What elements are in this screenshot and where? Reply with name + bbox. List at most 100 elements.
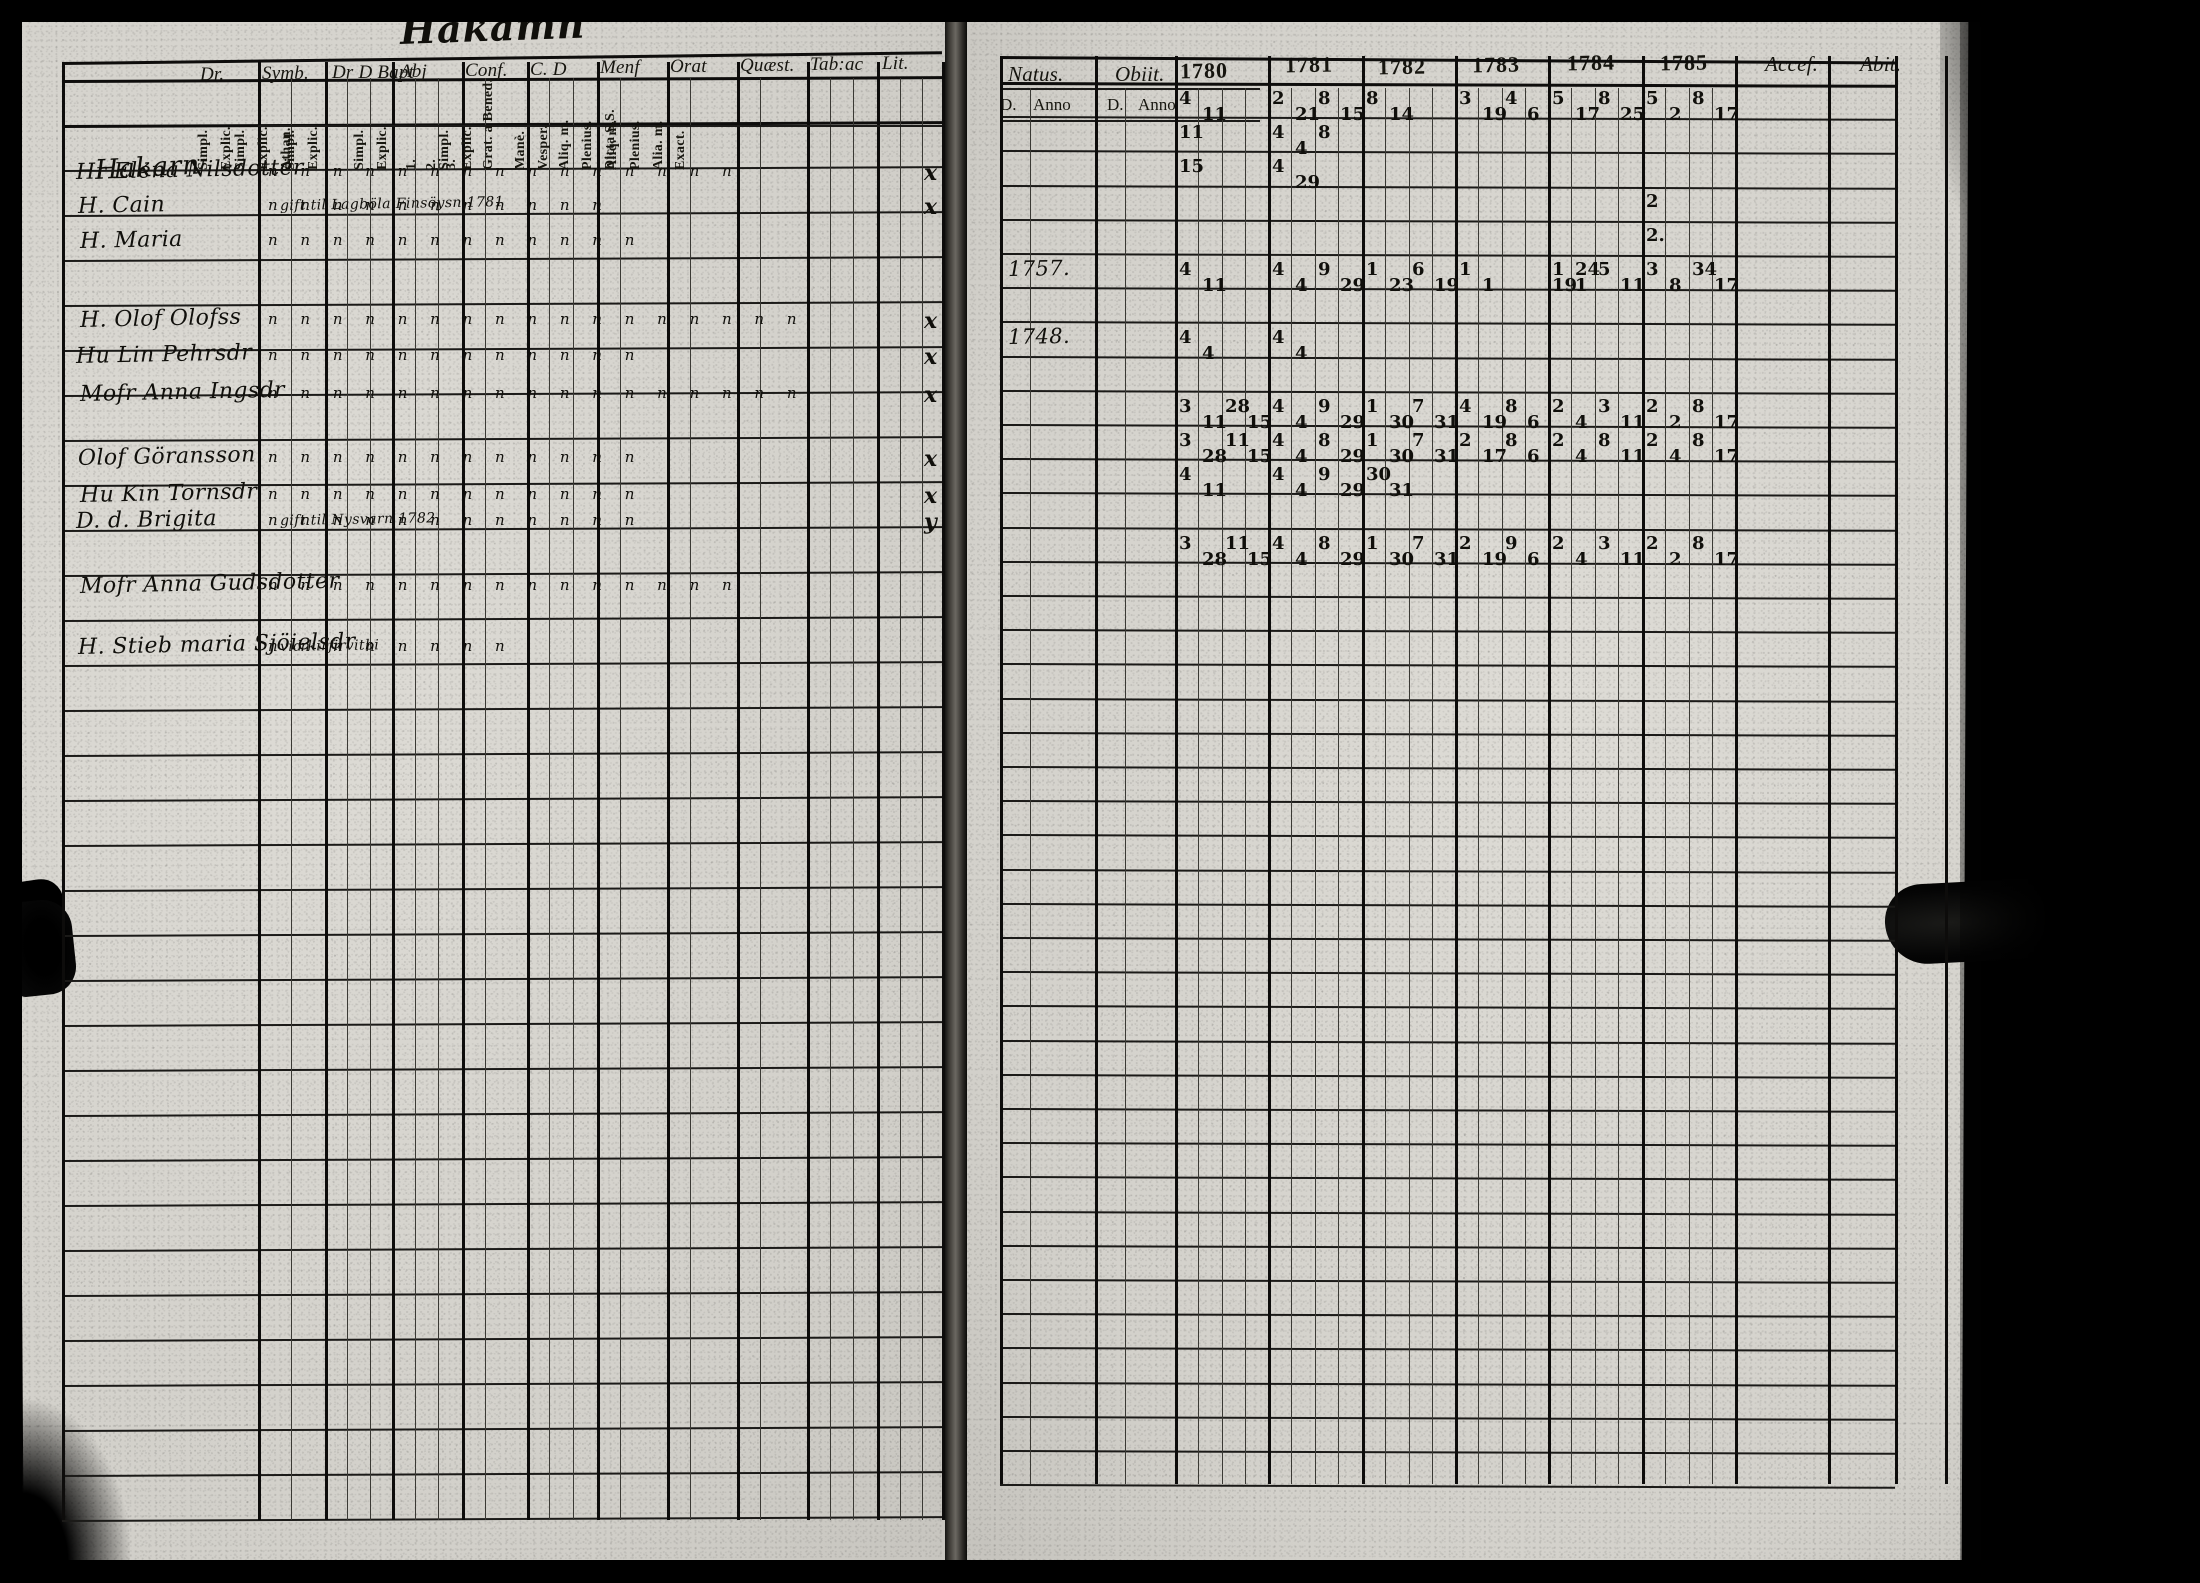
left-table-vrule: [667, 62, 670, 1520]
right-table-vrule: [1455, 56, 1458, 1485]
right-subheader-rule: [1000, 88, 1260, 90]
right-table-sub-vrule: [1222, 88, 1223, 1485]
cell-num-r2-1781-1: 4: [1295, 138, 1308, 160]
cell-num-r10-1783-0: 4: [1459, 395, 1472, 417]
cell-num-r10-1781-2: 9: [1318, 395, 1331, 417]
right-table-vrule: [1362, 56, 1365, 1485]
cell-num-r14-1781-2: 8: [1318, 532, 1331, 554]
cell-num-r1-1781-2: 8: [1318, 88, 1331, 109]
right-table-vrule: [1735, 56, 1738, 1485]
cell-num-r12-1781-2: 9: [1318, 464, 1331, 486]
right-table-vrule: [1095, 56, 1098, 1485]
anno-entry-0: 1757.: [1007, 255, 1071, 281]
cell-num-r6-1782-2: 6: [1412, 259, 1425, 280]
right-table-vrule-accef: [1895, 56, 1898, 1485]
cell-num-r6-1784-4: 19: [1552, 275, 1578, 296]
right-table-vrule: [1000, 56, 1003, 1485]
cell-num-r1-1780-0: 4: [1179, 88, 1192, 109]
cell-num-r11-1784-2: 8: [1598, 430, 1611, 451]
cell-num-r11-1782-3: 31: [1434, 446, 1460, 467]
cell-num-r12-1780-0: 4: [1179, 464, 1192, 486]
left-table-sub-vrule: [690, 78, 691, 1520]
cell-num-r8-1780-0: 4: [1179, 327, 1192, 349]
cell-num-r4-1785-0: 2: [1646, 190, 1659, 212]
cell-num-r14-1781-1: 4: [1295, 548, 1308, 570]
subheader-obiit-anno: Anno: [1138, 95, 1176, 114]
cell-num-r8-1781-0: 4: [1272, 327, 1285, 349]
cell-num-r10-1783-3: 6: [1527, 411, 1540, 433]
left-table-sub-vrule: [900, 78, 901, 1520]
right-page-sheet: [951, 3, 1969, 1577]
cell-num-r14-1783-0: 2: [1459, 532, 1472, 554]
right-table-sub-vrule: [1338, 88, 1339, 1485]
cell-num-r11-1782-1: 30: [1389, 446, 1415, 467]
left-col-group-label-5: C. D: [530, 58, 567, 80]
cell-num-r1-1783-0: 3: [1459, 88, 1472, 109]
cell-num-r1-1784-3: 25: [1620, 104, 1646, 125]
cell-num-r5-1785-0: 2.: [1646, 224, 1665, 246]
cell-num-r10-1783-2: 8: [1505, 395, 1518, 417]
paper-grain-right: [951, 3, 1969, 1577]
person-marks-row-12: n n n n n n n n n n n n: [268, 485, 644, 503]
person-marks-row-6: n n n n n n n n n n n n n n n n n: [268, 310, 806, 328]
cell-num-r11-1785-3: 17: [1714, 446, 1740, 467]
left-table-sub-vrule: [438, 78, 439, 1520]
cell-num-r10-1782-1: 30: [1389, 411, 1415, 433]
cell-num-r11-1784-1: 4: [1575, 446, 1588, 467]
person-flag-row-2: x: [924, 194, 938, 220]
cell-num-r11-1780-2: 11: [1225, 430, 1251, 451]
cell-num-r11-1781-1: 4: [1295, 446, 1308, 467]
year-header-1783: 1783: [1471, 51, 1521, 78]
cell-num-r2-1780-0: 11: [1179, 122, 1205, 144]
left-table-vrule: [527, 62, 530, 1520]
cell-num-r6-1781-2: 9: [1318, 259, 1331, 280]
cell-num-r6-1782-3: 19: [1434, 275, 1460, 296]
left-table-vrule: [737, 62, 740, 1520]
cell-num-r6-1781-1: 4: [1295, 275, 1308, 296]
cell-num-r10-1784-0: 2: [1552, 395, 1565, 417]
cell-num-r12-1781-3: 29: [1340, 480, 1366, 502]
right-table-sub-vrule: [1571, 88, 1572, 1485]
cell-num-r11-1783-1: 17: [1482, 446, 1508, 467]
cell-num-r10-1780-1: 11: [1202, 411, 1228, 433]
cell-num-r10-1784-3: 11: [1620, 411, 1646, 433]
left-table-sub-vrule: [291, 78, 292, 1520]
cell-num-r6-1785-3: 17: [1714, 275, 1740, 296]
left-table-sub-vrule: [853, 78, 854, 1520]
cell-num-r11-1784-0: 2: [1552, 430, 1565, 451]
cell-num-r6-1785-1: 8: [1669, 275, 1682, 296]
cell-num-r10-1784-2: 3: [1598, 395, 1611, 417]
cell-num-r14-1783-2: 9: [1505, 532, 1518, 554]
right-table-vrule: [1548, 56, 1551, 1485]
cell-num-r11-1781-0: 4: [1272, 430, 1285, 451]
person-name-row-9: Mofr Anna Ingsdr: [79, 377, 286, 407]
cell-num-r1-1785-2: 8: [1692, 88, 1705, 109]
person-name-row-2: H. Cain: [77, 192, 166, 219]
cell-num-r14-1784-3: 11: [1620, 548, 1646, 570]
person-flag-row-7: x: [924, 344, 938, 370]
left-table-vrule: [807, 62, 810, 1520]
right-table-sub-vrule: [1432, 88, 1433, 1485]
right-table-sub-vrule: [1385, 88, 1386, 1485]
cell-num-r10-1780-0: 3: [1179, 395, 1192, 417]
left-col-group-label-6: Menf: [600, 57, 640, 79]
left-table-sub-vrule: [830, 78, 831, 1520]
cell-num-r6-1782-0: 1: [1366, 259, 1379, 280]
left-table-vrule: [877, 62, 880, 1520]
year-header-1781: 1781: [1284, 51, 1334, 78]
cell-num-r11-1785-0: 2: [1646, 430, 1659, 451]
cell-num-r1-1783-3: 6: [1527, 104, 1540, 125]
person-marks-row-15: n n n n n n n n n n n n n n n: [268, 576, 741, 594]
left-col-group-label-10: Lit.: [882, 53, 909, 74]
cell-num-r10-1782-0: 1: [1366, 395, 1379, 417]
right-table-sub-vrule: [1478, 88, 1479, 1485]
backdrop-right: [1960, 0, 2200, 1583]
cell-num-r6-1781-0: 4: [1272, 259, 1285, 280]
left-table-sub-vrule: [620, 78, 621, 1520]
left-col-group-label-2: Dr D Bapt: [332, 61, 415, 83]
right-table-vrule: [1828, 56, 1831, 1485]
left-col-group-label-4: Conf.: [465, 59, 508, 81]
cell-num-r6-1784-5: 24: [1575, 259, 1601, 280]
cell-num-r6-1782-1: 23: [1389, 275, 1415, 296]
cell-num-r11-1783-3: 6: [1527, 446, 1540, 467]
